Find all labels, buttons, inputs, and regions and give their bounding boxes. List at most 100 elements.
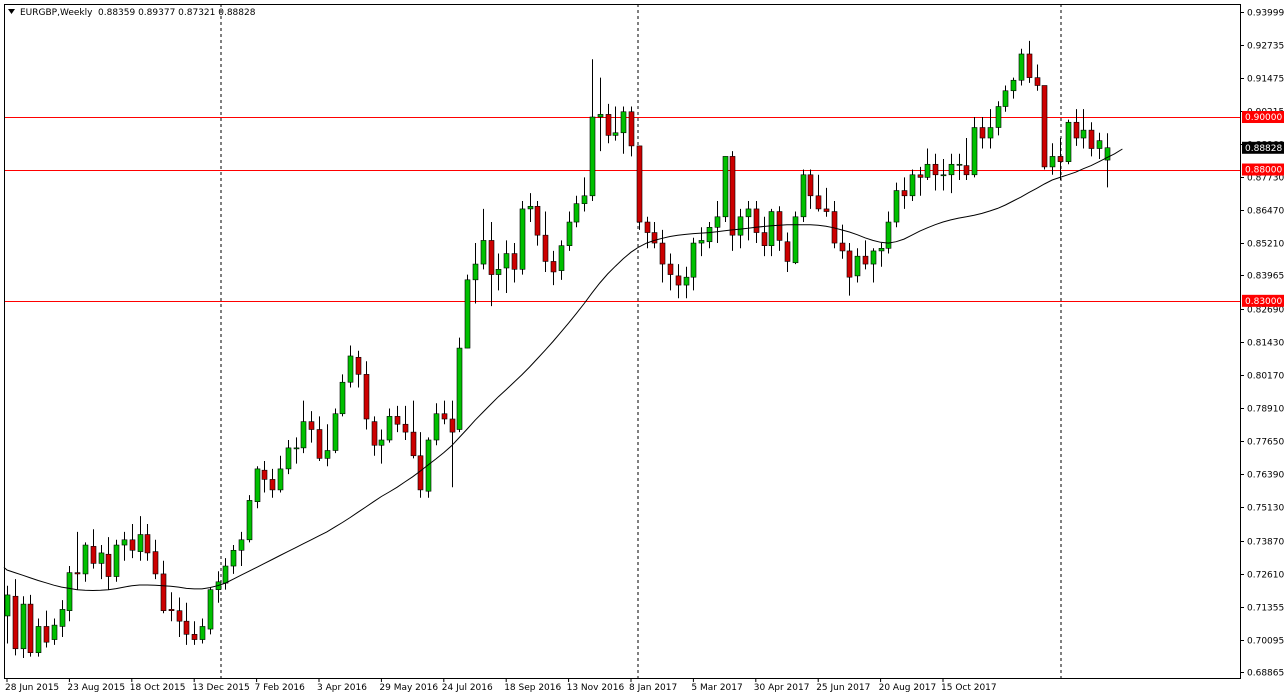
level-price-label: 0.88000 (1245, 166, 1282, 176)
candle-body-bull (66, 572, 73, 611)
candle-body-bear (605, 114, 612, 136)
candle-body-bull (745, 208, 752, 218)
candle-body-bull (300, 421, 307, 449)
y-tick-label: 0.68865 (1247, 669, 1284, 679)
candle-body-bull (893, 190, 900, 223)
time-axis[interactable]: 28 Jun 2015 23 Aug 2015 18 Oct 2015 13 Dec … (5, 678, 997, 693)
candle-body-bull (113, 544, 120, 577)
plot-border (4, 4, 1241, 679)
moving-average-line (3, 148, 1123, 592)
candle-body-bull (433, 413, 440, 441)
candle-body-bear (807, 174, 814, 197)
triangle-down-icon[interactable] (8, 9, 15, 14)
candle-body-bull (948, 163, 955, 176)
candle-body-bear (394, 416, 401, 425)
candle-body-bull (956, 163, 963, 166)
candle-body-bear (90, 546, 97, 564)
candle-body-bear (168, 609, 175, 611)
candle-body-bear (979, 127, 986, 139)
x-tick-label: 30 Apr 2017 (754, 683, 810, 693)
candle-body-bull (254, 468, 261, 503)
candle-body-bear (371, 421, 378, 446)
candle-body-bull (573, 203, 580, 223)
y-tick-label: 0.87730 (1247, 174, 1284, 184)
candle-body-bear (43, 626, 50, 643)
candle-body-bear (12, 595, 19, 650)
x-tick-label: 7 Feb 2016 (255, 683, 306, 693)
candle-body-bull (1049, 156, 1056, 168)
candle-body-bear (901, 190, 908, 197)
candle-body-bear (27, 603, 34, 653)
candle-body-bear (355, 356, 362, 375)
candle-body-bull (456, 347, 463, 430)
candle-body-bear (651, 232, 658, 244)
candle-body-bear (1026, 53, 1033, 78)
candle-body-bull (940, 174, 947, 177)
candle-body-bull (800, 174, 807, 218)
chart-header: EURGBP,Weekly 0.88359 0.89377 0.87321 0.… (8, 8, 256, 18)
level-price-box (1242, 163, 1284, 176)
candle-body-bull (987, 127, 994, 139)
candle-body-bear (862, 255, 869, 265)
level-price-box (1242, 111, 1284, 124)
candle-body-bear (488, 240, 495, 275)
level-price-label: 0.90000 (1245, 113, 1282, 123)
candle-body-bear (176, 610, 183, 622)
candle-body-bull (683, 276, 690, 286)
candle-body-bull (558, 245, 565, 271)
level-price-label: 0.83000 (1245, 297, 1282, 307)
candle-body-bull (425, 439, 432, 492)
candle-body-bull (589, 116, 596, 197)
y-tick-label: 0.77650 (1247, 438, 1284, 448)
candle-body-bull (347, 355, 354, 383)
candle-body-bear (815, 195, 822, 210)
candle-body-bull (386, 416, 393, 441)
candle-body-bear (667, 263, 674, 275)
candle-body-bull (51, 624, 58, 640)
candle-body-bull (1018, 53, 1025, 81)
candle-body-bull (924, 163, 931, 178)
candle-body-bull (98, 552, 105, 564)
x-tick-label: 5 Mar 2017 (691, 683, 742, 693)
candle-body-bull (293, 447, 300, 450)
candle-body-bull (59, 609, 66, 627)
candle-body-bull (698, 240, 705, 244)
candle-body-bear (129, 539, 136, 551)
candle-body-bull (737, 216, 744, 236)
candle-body-bull (885, 221, 892, 249)
x-tick-label: 13 Nov 2016 (567, 683, 625, 693)
candle-body-bear (776, 211, 783, 241)
candle-body-bear (316, 429, 323, 459)
candle-body-bear (1073, 121, 1080, 139)
candle-body-bull (612, 132, 619, 136)
y-tick-label: 0.83965 (1247, 272, 1284, 282)
candle-body-bull (1010, 79, 1017, 92)
candle-body-bull (121, 539, 128, 546)
candle-body-bear (410, 431, 417, 457)
y-tick-label: 0.92735 (1247, 42, 1284, 52)
price-axis[interactable]: 0.939990.927350.914750.902150.889600.877… (1240, 9, 1284, 679)
candle-body-bear (542, 234, 549, 262)
candle-body-bear (1034, 77, 1041, 86)
candle-body-bull (82, 544, 89, 575)
candle-body-bull (597, 114, 604, 118)
candle-body-bear (441, 413, 448, 420)
candle-body-bear (308, 421, 315, 430)
candle-body-bull (4, 594, 11, 617)
candle-body-bull (464, 279, 471, 349)
x-tick-label: 28 Jun 2015 (5, 683, 59, 693)
candle-body-bear (550, 261, 557, 273)
y-tick-label: 0.72610 (1247, 571, 1284, 581)
candle-body-bull (324, 450, 331, 459)
current-price-box (1242, 141, 1284, 154)
candle-body-bear (144, 534, 151, 554)
y-tick-label: 0.93999 (1247, 9, 1284, 19)
candle-body-bull (246, 500, 253, 541)
x-tick-label: 8 Jan 2017 (629, 683, 677, 693)
candle-body-bear (1041, 85, 1048, 168)
candle-body-bull (519, 208, 526, 270)
candle-body-bear (636, 145, 643, 223)
